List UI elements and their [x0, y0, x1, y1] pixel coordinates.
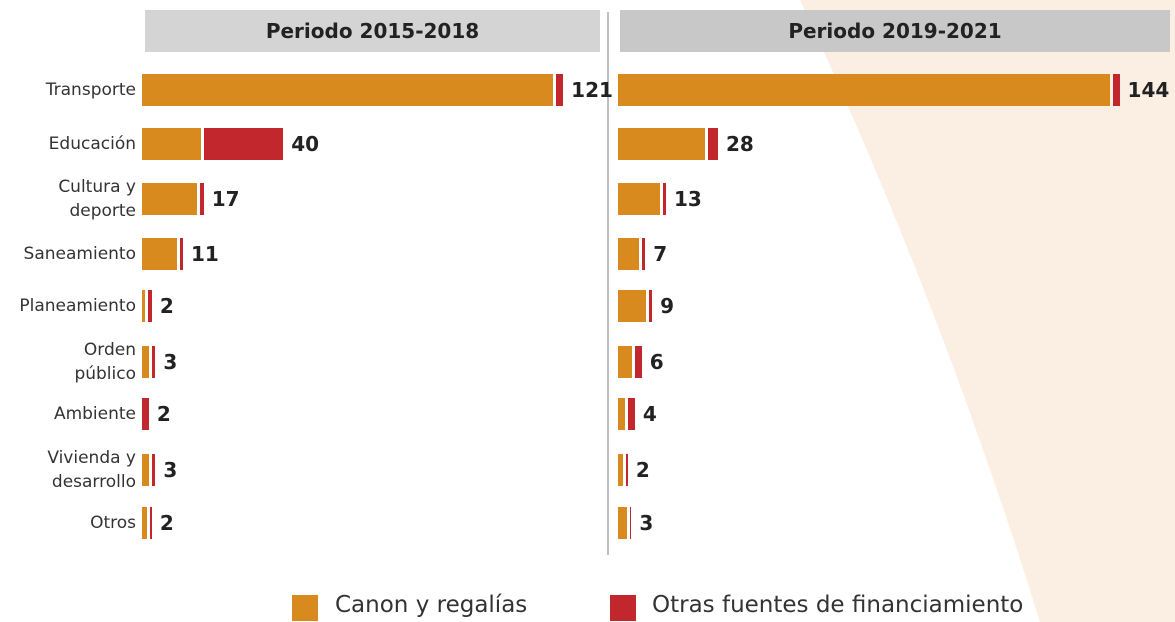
- total-label: 7: [653, 242, 668, 266]
- category-label: Educación: [48, 134, 136, 154]
- bar-segment: [618, 183, 660, 215]
- legend-swatch: [292, 595, 318, 621]
- total-label: 40: [291, 132, 320, 156]
- panel-title: Periodo 2015-2018: [145, 10, 600, 52]
- bar-segment: [142, 290, 146, 322]
- bar-segment: [142, 128, 201, 160]
- total-label: 3: [163, 458, 178, 482]
- total-label: 13: [674, 187, 702, 211]
- bar-segment: [618, 346, 632, 378]
- bar-segment: [556, 74, 564, 106]
- bar-segment: [200, 183, 204, 215]
- bar-segment: [150, 507, 152, 539]
- bar-segment: [148, 290, 152, 322]
- legend-swatch: [610, 595, 636, 621]
- bar-segment: [618, 398, 625, 430]
- total-label: 2: [156, 402, 171, 426]
- category-label: Orden público: [74, 340, 136, 384]
- bar-segment: [618, 128, 705, 160]
- total-label: 3: [163, 350, 178, 374]
- total-label: 2: [159, 511, 174, 535]
- bar-segment: [627, 398, 635, 430]
- category-label: Planeamiento: [19, 296, 136, 316]
- bar-segment: [142, 398, 149, 430]
- category-label: Transporte: [45, 80, 136, 100]
- category-label: Cultura y deporte: [58, 177, 136, 221]
- bar-segment: [626, 454, 628, 486]
- bar-segment: [1112, 74, 1120, 106]
- bar-segment: [618, 507, 627, 539]
- legend-label: Otras fuentes de financiamiento: [652, 592, 1024, 618]
- category-label: Ambiente: [53, 404, 136, 424]
- bar-segment: [142, 238, 177, 270]
- bar-segment: [648, 290, 653, 322]
- total-label: 6: [649, 350, 664, 374]
- bar-segment: [662, 183, 666, 215]
- bar-segment: [142, 74, 554, 106]
- category-label: Vivienda y desarrollo: [47, 448, 136, 492]
- total-label: 2: [159, 294, 174, 318]
- panel-title: Periodo 2019-2021: [620, 10, 1170, 52]
- legend-label: Canon y regalías: [335, 592, 528, 618]
- total-label: 121: [571, 78, 613, 102]
- total-label: 11: [191, 242, 219, 266]
- bar-segment: [707, 128, 718, 160]
- bar-segment: [142, 454, 149, 486]
- category-label: Otros: [90, 513, 136, 533]
- bar-segment: [151, 454, 156, 486]
- total-label: 28: [725, 132, 754, 156]
- total-label: 4: [642, 402, 657, 426]
- bar-segment: [151, 346, 156, 378]
- bar-segment: [142, 183, 198, 215]
- bar-segment: [618, 454, 624, 486]
- bar-segment: [629, 507, 632, 539]
- total-label: 17: [211, 187, 240, 211]
- bar-segment: [618, 238, 639, 270]
- bar-segment: [634, 346, 642, 378]
- bar-segment: [618, 290, 646, 322]
- bar-segment: [641, 238, 646, 270]
- bar-segment: [179, 238, 183, 270]
- bar-segment: [203, 128, 284, 160]
- bar-segment: [618, 74, 1110, 106]
- bar-segment: [142, 507, 148, 539]
- total-label: 3: [639, 511, 654, 535]
- total-label: 9: [660, 294, 675, 318]
- total-label: 2: [635, 458, 650, 482]
- total-label: 144: [1127, 78, 1170, 102]
- bar-segment: [142, 346, 149, 378]
- category-label: Saneamiento: [23, 244, 136, 264]
